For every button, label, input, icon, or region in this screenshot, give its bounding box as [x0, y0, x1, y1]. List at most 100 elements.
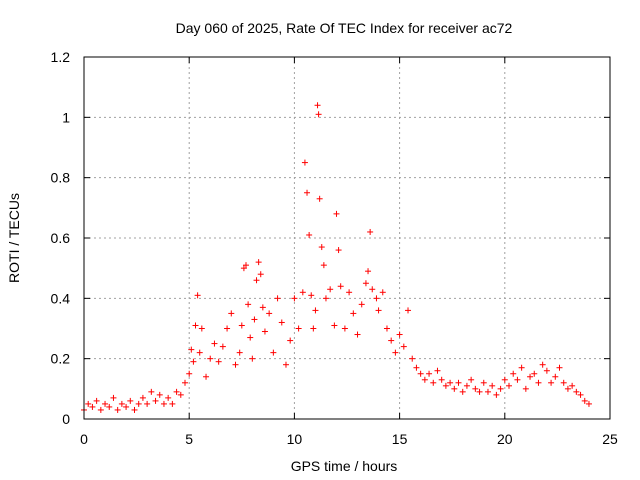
data-point [522, 385, 529, 392]
data-point [341, 325, 348, 332]
data-point [190, 358, 197, 365]
data-point [369, 286, 376, 293]
data-point [156, 391, 163, 398]
data-point [144, 400, 151, 407]
data-point [405, 307, 412, 314]
data-point [93, 397, 100, 404]
data-point [188, 346, 195, 353]
data-point [318, 244, 325, 251]
data-point [409, 355, 416, 362]
data-point [379, 289, 386, 296]
data-point [253, 277, 260, 284]
data-point [346, 289, 353, 296]
data-point [463, 382, 470, 389]
data-point [255, 259, 262, 266]
data-point [327, 286, 334, 293]
data-point [261, 328, 268, 335]
data-point [472, 385, 479, 392]
x-tick-label: 0 [80, 431, 88, 447]
data-point [114, 406, 121, 413]
data-point [518, 364, 525, 371]
data-point [299, 289, 306, 296]
data-point [266, 310, 273, 317]
data-point [102, 400, 109, 407]
data-point [316, 195, 323, 202]
data-point [438, 376, 445, 383]
data-point [531, 370, 538, 377]
data-point [497, 385, 504, 392]
y-tick-label: 0.4 [51, 290, 71, 306]
data-point [287, 337, 294, 344]
data-point [320, 262, 327, 269]
data-point [455, 379, 462, 386]
x-axis-label: GPS time / hours [291, 458, 398, 474]
data-point [581, 397, 588, 404]
data-point [392, 349, 399, 356]
data-point [367, 228, 374, 235]
data-point [489, 382, 496, 389]
data-point [337, 283, 344, 290]
y-tick-label: 1.2 [51, 49, 71, 65]
data-point [215, 358, 222, 365]
data-point [181, 379, 188, 386]
data-point [564, 385, 571, 392]
data-point [314, 102, 321, 109]
data-point [228, 310, 235, 317]
y-tick-labels: 0 0.2 0.4 0.6 0.8 1 1.2 [51, 49, 71, 427]
data-point [169, 400, 176, 407]
data-point [476, 388, 483, 395]
data-point [211, 340, 218, 347]
data-points [81, 102, 592, 413]
data-point [426, 370, 433, 377]
data-point [160, 400, 167, 407]
data-point [514, 376, 521, 383]
data-point [274, 295, 281, 302]
data-point [585, 400, 592, 407]
x-tick-label: 10 [287, 431, 303, 447]
data-point [301, 159, 308, 166]
data-point [224, 325, 231, 332]
data-point [451, 385, 458, 392]
data-point [123, 403, 130, 410]
data-point [139, 394, 146, 401]
data-point [186, 370, 193, 377]
data-point [85, 400, 92, 407]
data-point [270, 349, 277, 356]
axis-ticks [83, 56, 611, 420]
data-point [194, 292, 201, 299]
data-point [484, 388, 491, 395]
data-point [203, 373, 210, 380]
data-point [219, 343, 226, 350]
data-point [291, 295, 298, 302]
data-point [447, 379, 454, 386]
data-point [333, 210, 340, 217]
data-point [556, 364, 563, 371]
data-point [335, 247, 342, 254]
data-point [539, 361, 546, 368]
y-tick-label: 0.2 [51, 351, 71, 367]
data-point [165, 394, 172, 401]
data-point [148, 388, 155, 395]
data-point [459, 388, 466, 395]
data-point [383, 325, 390, 332]
y-tick-label: 0.8 [51, 170, 71, 186]
data-point [577, 391, 584, 398]
data-point [240, 265, 247, 272]
data-point [501, 376, 508, 383]
data-point [434, 367, 441, 374]
data-point [442, 382, 449, 389]
data-point [506, 382, 513, 389]
data-point [569, 382, 576, 389]
data-point [417, 370, 424, 377]
data-point [207, 355, 214, 362]
data-point [560, 379, 567, 386]
y-tick-label: 0.6 [51, 230, 71, 246]
grid [84, 57, 610, 419]
data-point [413, 364, 420, 371]
data-point [118, 400, 125, 407]
data-point [354, 331, 361, 338]
x-tick-label: 20 [497, 431, 513, 447]
data-point [510, 370, 517, 377]
data-point [552, 373, 559, 380]
